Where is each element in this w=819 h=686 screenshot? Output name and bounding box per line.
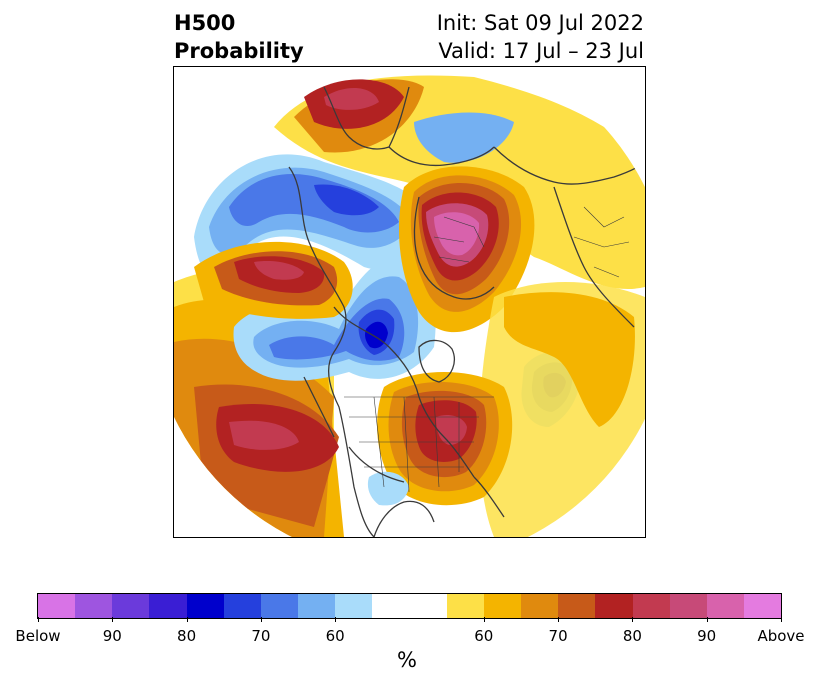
colorbar-tick-label: 70 (251, 627, 271, 645)
colorbar (37, 593, 782, 619)
anomaly-below-lightblue-ne (414, 112, 514, 163)
colorbar-tick-label: 90 (697, 627, 717, 645)
plot-title: H500 Probability (174, 9, 304, 65)
coastlines (288, 86, 645, 537)
colorbar-swatch (595, 594, 633, 618)
colorbar-swatch (558, 594, 596, 618)
colorbar-tick (483, 617, 485, 622)
anomaly-below-blue-n (314, 184, 379, 216)
colorbar-tick-label: 80 (177, 627, 197, 645)
colorbar-tick-label: 80 (622, 627, 642, 645)
plot-dates: Init: Sat 09 Jul 2022 Valid: 17 Jul – 23… (437, 9, 644, 65)
title-type: Probability (174, 39, 304, 63)
map-panel (173, 66, 646, 538)
colorbar-swatch (149, 594, 187, 618)
colorbar-swatch (521, 594, 559, 618)
colorbar-tick-label: Below (15, 627, 61, 645)
colorbar-swatch (409, 594, 447, 618)
colorbar-swatch (669, 594, 707, 618)
anomaly-above-rose-wc (254, 261, 304, 280)
colorbar-tick-label: 60 (474, 627, 494, 645)
colorbar-tick (781, 617, 782, 622)
colorbar-swatch (483, 594, 522, 618)
colorbar-swatch (632, 594, 670, 618)
colorbar-tick-label: 70 (548, 627, 568, 645)
colorbar-tick (112, 617, 114, 622)
colorbar-tick (260, 617, 262, 622)
colorbar-tick (38, 617, 39, 622)
anomaly-above-magenta-sib (434, 212, 480, 256)
colorbar-swatch (335, 594, 373, 618)
title-variable: H500 (174, 11, 236, 35)
colorbar-tick-label: 90 (102, 627, 122, 645)
colorbar-tick (558, 617, 560, 622)
probability-map (174, 75, 645, 537)
colorbar-swatch (186, 594, 224, 618)
colorbar-tick (706, 617, 708, 622)
colorbar-tick (335, 617, 337, 622)
political-borders (344, 206, 630, 493)
colorbar-swatch (260, 594, 299, 618)
colorbar-swatch (372, 594, 410, 618)
colorbar-swatch (743, 594, 782, 618)
colorbar-swatch (298, 594, 336, 618)
init-date: Init: Sat 09 Jul 2022 (436, 11, 644, 35)
anomaly-above-rose-n (324, 87, 379, 110)
anomaly-below-midblue-n (229, 174, 399, 233)
colorbar-tick-label: 60 (325, 627, 345, 645)
colorbar-tick-label: Above (757, 627, 805, 645)
anomaly-above-rose-sw (229, 420, 299, 450)
colorbar-swatch (112, 594, 150, 618)
colorbar-swatch (223, 594, 261, 618)
colorbar-swatch (446, 594, 484, 618)
colorbar-swatch (706, 594, 744, 618)
colorbar-tick (186, 617, 188, 622)
colorbar-swatch (75, 594, 113, 618)
valid-range: Valid: 17 Jul – 23 Jul (438, 39, 644, 63)
colorbar-unit: % (397, 648, 417, 672)
colorbar-swatch (38, 594, 76, 618)
colorbar-tick (632, 617, 634, 622)
anomaly-above-gold-e (504, 292, 635, 427)
